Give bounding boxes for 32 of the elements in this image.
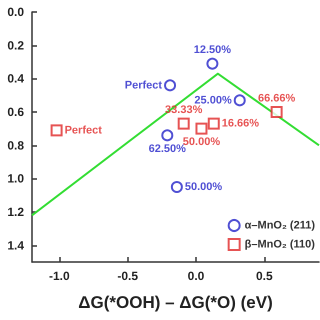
y-tick-label: 1.0 xyxy=(7,172,24,186)
y-tick-label: 0.8 xyxy=(7,138,24,152)
x-tick-label: -0.5 xyxy=(117,269,138,283)
annotation: 25.00% xyxy=(194,94,232,106)
annotation: 50.00% xyxy=(184,181,222,193)
point xyxy=(206,58,218,70)
point xyxy=(161,129,174,142)
point xyxy=(195,122,208,135)
y-tick-label: 0.4 xyxy=(7,72,24,86)
point xyxy=(270,106,283,118)
annotation: Perfect xyxy=(124,79,162,92)
point xyxy=(208,118,220,130)
y-tick-label: 1.4 xyxy=(7,238,24,252)
y-tick-label: 0.2 xyxy=(7,38,24,52)
annotation: 16.66% xyxy=(222,118,260,130)
point xyxy=(50,124,63,136)
point xyxy=(170,181,183,193)
point xyxy=(234,94,246,106)
point xyxy=(164,79,176,92)
y-tick-label: 0.6 xyxy=(7,105,24,119)
x-axis-title: ΔG(*OOH) – ΔG(*O) (eV) xyxy=(78,293,273,312)
annotation: 66.66% xyxy=(258,92,296,104)
legend-label: β–MnO₂ (110) xyxy=(244,238,316,250)
y-tick-label: 1.2 xyxy=(7,205,24,219)
annotation: 12.50% xyxy=(194,44,232,56)
x-tick-label: 0.5 xyxy=(256,269,273,283)
y-tick-label: 0.0 xyxy=(7,5,24,19)
legend-label: α–MnO₂ (211) xyxy=(244,220,316,232)
annotation: Perfect xyxy=(64,124,102,136)
point xyxy=(178,118,190,130)
x-tick-label: 0.0 xyxy=(188,269,205,283)
x-tick-label: -1.0 xyxy=(48,269,70,283)
